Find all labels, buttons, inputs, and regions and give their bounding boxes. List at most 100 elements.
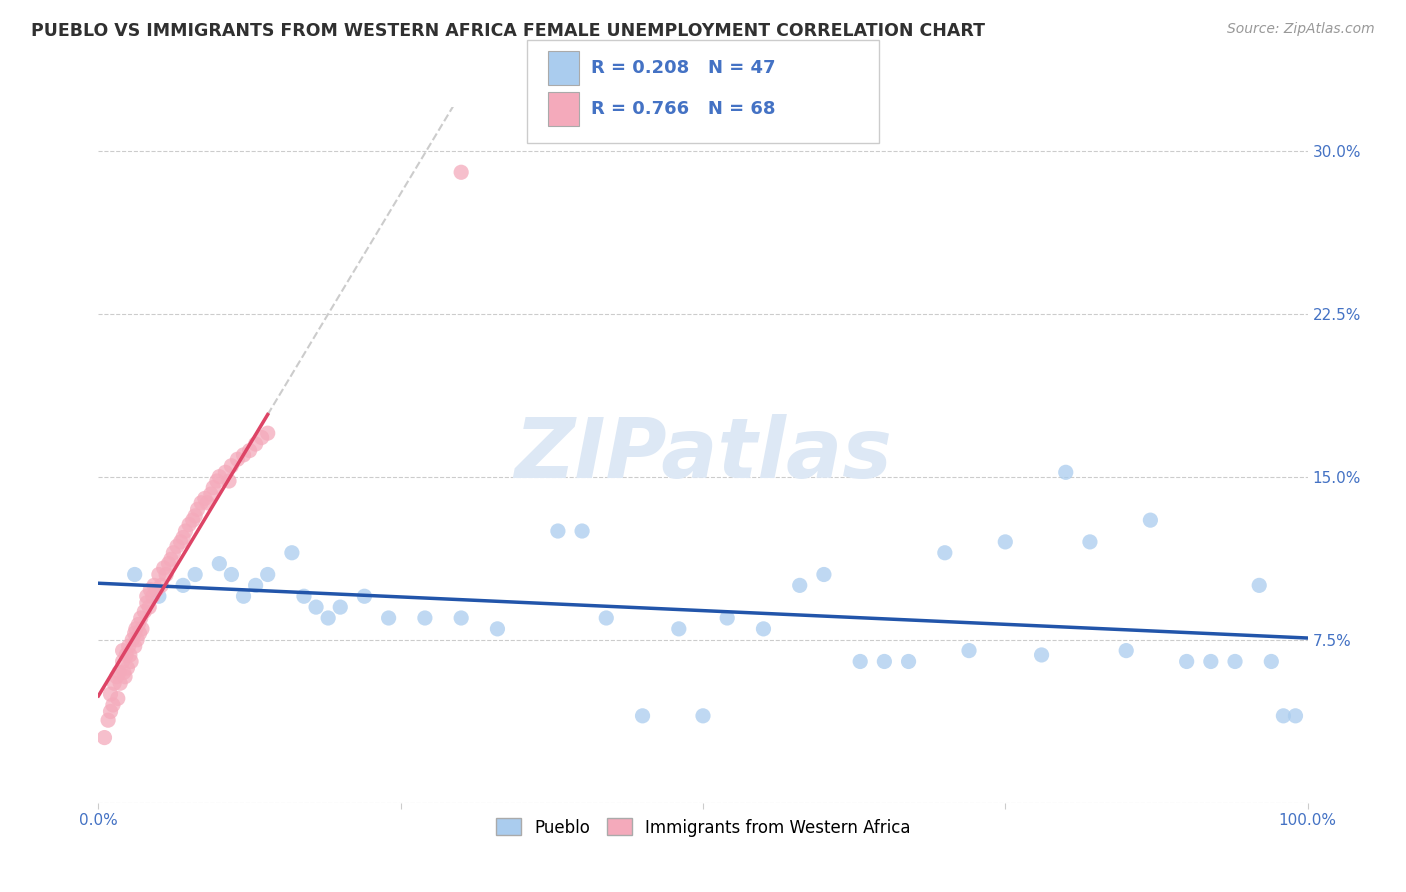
Point xyxy=(221,567,243,582)
Point xyxy=(108,676,131,690)
Point xyxy=(107,691,129,706)
Point xyxy=(135,589,157,603)
Point xyxy=(162,546,184,560)
Point xyxy=(214,466,236,480)
Point xyxy=(112,665,135,680)
Point xyxy=(897,655,920,669)
Point xyxy=(1115,643,1137,657)
Point xyxy=(413,611,436,625)
Point xyxy=(571,524,593,538)
Point xyxy=(934,546,956,560)
Point xyxy=(1199,655,1222,669)
Point xyxy=(245,437,267,451)
Point xyxy=(124,626,146,640)
Point xyxy=(1223,655,1246,669)
Point xyxy=(117,661,139,675)
Point xyxy=(184,508,207,523)
Point xyxy=(108,665,131,680)
Point xyxy=(994,534,1017,549)
Point xyxy=(631,708,654,723)
Point xyxy=(131,622,153,636)
Point xyxy=(134,605,156,619)
Point xyxy=(813,567,835,582)
Point xyxy=(250,430,273,444)
Point xyxy=(547,524,569,538)
Point xyxy=(1031,648,1053,662)
Point xyxy=(103,676,125,690)
Point xyxy=(105,670,128,684)
Text: R = 0.766   N = 68: R = 0.766 N = 68 xyxy=(591,100,775,118)
Point xyxy=(150,578,173,592)
Point xyxy=(256,567,278,582)
Point xyxy=(111,643,134,657)
Point xyxy=(125,622,148,636)
Point xyxy=(190,496,212,510)
Point xyxy=(148,567,170,582)
Point xyxy=(849,655,872,669)
Point xyxy=(184,567,207,582)
Point xyxy=(172,578,194,592)
Point xyxy=(148,589,170,603)
Point xyxy=(138,600,160,615)
Point xyxy=(129,611,152,625)
Point xyxy=(232,448,254,462)
Point xyxy=(226,452,249,467)
Text: Source: ZipAtlas.com: Source: ZipAtlas.com xyxy=(1227,22,1375,37)
Point xyxy=(377,611,399,625)
Point xyxy=(157,557,180,571)
Point xyxy=(194,491,217,506)
Point xyxy=(221,458,243,473)
Point xyxy=(179,517,201,532)
Point xyxy=(450,165,472,179)
Point xyxy=(118,639,141,653)
Text: ZIPatlas: ZIPatlas xyxy=(515,415,891,495)
Point xyxy=(208,469,231,483)
Point xyxy=(450,611,472,625)
Point xyxy=(124,567,146,582)
Point xyxy=(1175,655,1198,669)
Point xyxy=(716,611,738,625)
Point xyxy=(111,655,134,669)
Point xyxy=(202,481,225,495)
Point xyxy=(101,698,124,712)
Point xyxy=(100,687,122,701)
Point xyxy=(124,639,146,653)
Point xyxy=(200,487,222,501)
Point xyxy=(181,513,204,527)
Point xyxy=(208,557,231,571)
Point xyxy=(142,589,165,603)
Point xyxy=(1078,534,1101,549)
Point xyxy=(160,552,183,566)
Legend: Pueblo, Immigrants from Western Africa: Pueblo, Immigrants from Western Africa xyxy=(489,812,917,843)
Point xyxy=(152,561,174,575)
Point xyxy=(1272,708,1295,723)
Point xyxy=(169,534,191,549)
Point xyxy=(239,443,262,458)
Point xyxy=(100,705,122,719)
Point xyxy=(93,731,115,745)
Point xyxy=(281,546,304,560)
Point xyxy=(353,589,375,603)
Point xyxy=(305,600,328,615)
Point xyxy=(316,611,339,625)
Point xyxy=(135,596,157,610)
Point xyxy=(115,648,138,662)
Point xyxy=(118,648,141,662)
Point xyxy=(114,670,136,684)
Point xyxy=(187,502,209,516)
Point xyxy=(256,426,278,441)
Point xyxy=(1284,708,1306,723)
Point xyxy=(120,655,142,669)
Point xyxy=(127,632,149,647)
Point xyxy=(668,622,690,636)
Point xyxy=(127,617,149,632)
Point xyxy=(145,582,167,597)
Point xyxy=(486,622,509,636)
Point xyxy=(139,582,162,597)
Text: PUEBLO VS IMMIGRANTS FROM WESTERN AFRICA FEMALE UNEMPLOYMENT CORRELATION CHART: PUEBLO VS IMMIGRANTS FROM WESTERN AFRICA… xyxy=(31,22,986,40)
Point xyxy=(97,713,120,727)
Point xyxy=(155,567,177,582)
Point xyxy=(166,539,188,553)
Point xyxy=(957,643,980,657)
Point xyxy=(121,632,143,647)
